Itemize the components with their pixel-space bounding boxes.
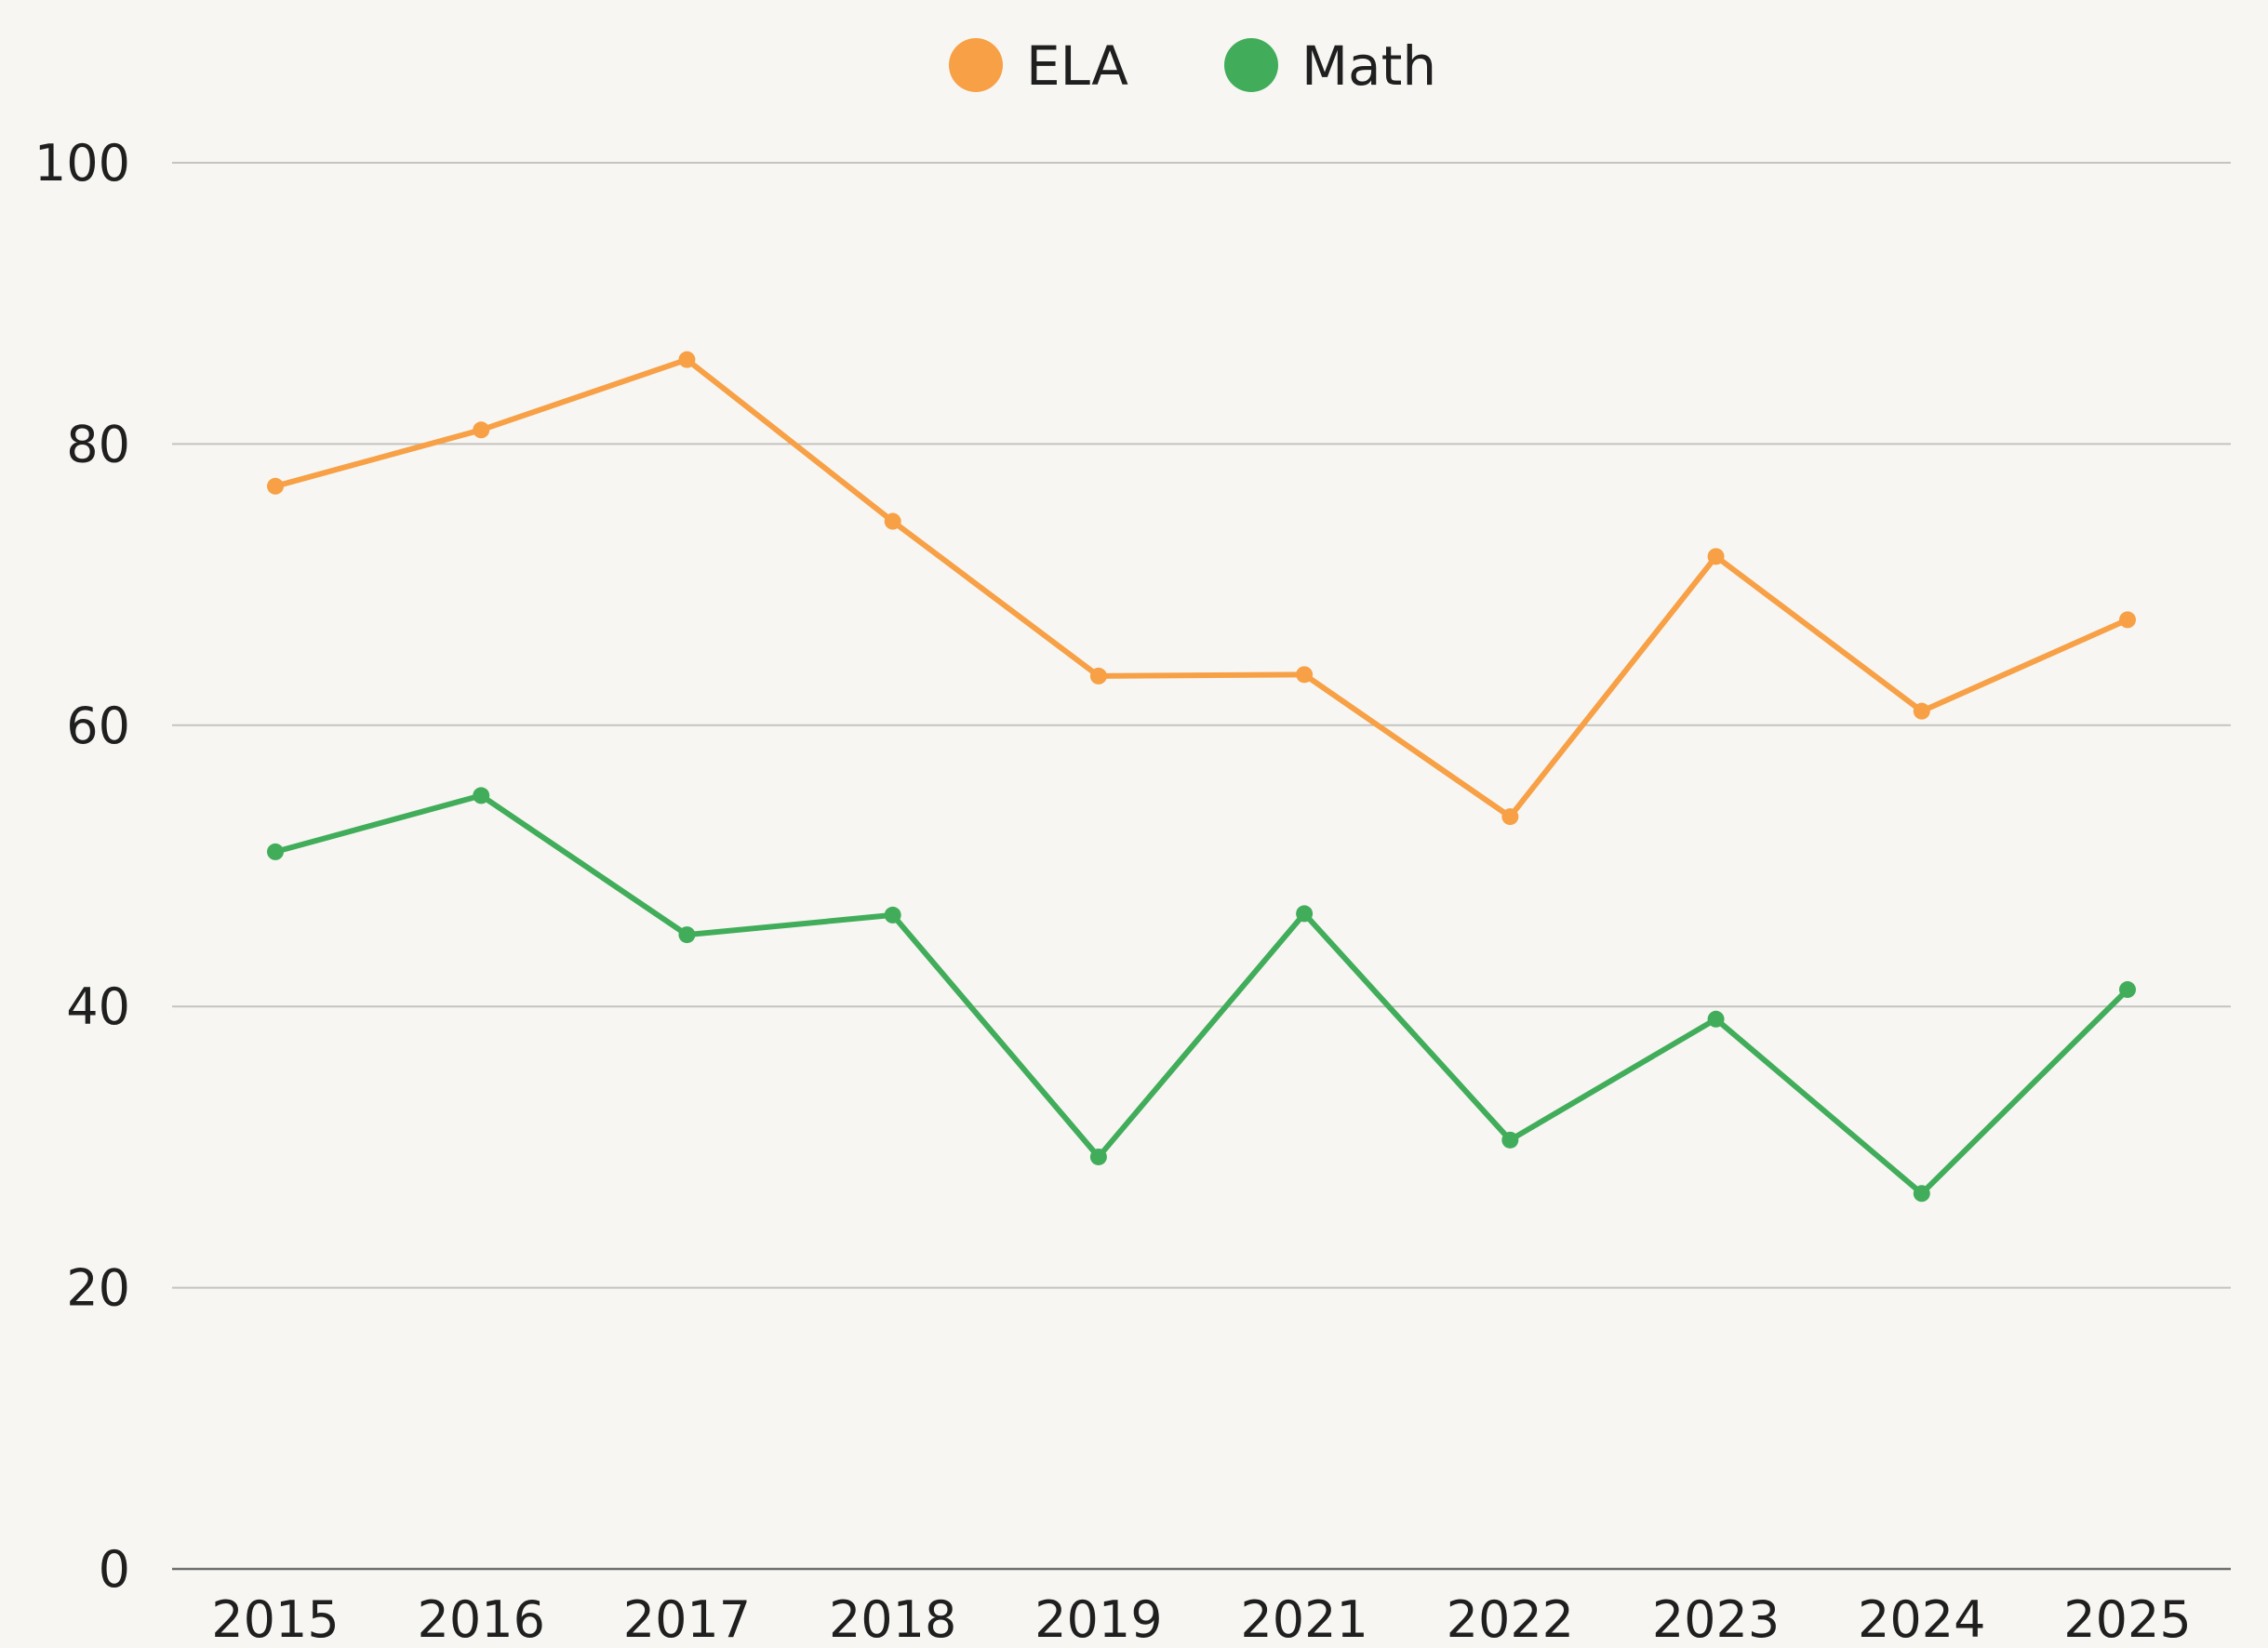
x-tick-label: 2016 <box>418 1590 545 1648</box>
data-point-ela <box>1089 667 1107 684</box>
x-tick-label: 2024 <box>1858 1590 1985 1648</box>
x-tick-label: 2023 <box>1652 1590 1780 1648</box>
data-point-math <box>1296 905 1314 923</box>
series-layer <box>267 351 2136 1203</box>
x-tick-label: 2015 <box>211 1590 339 1648</box>
x-tick-label: 2021 <box>1240 1590 1367 1648</box>
grid-layer <box>172 162 2231 1571</box>
legend-label: ELA <box>1026 34 1128 98</box>
data-point-math <box>1089 1148 1107 1165</box>
y-tick-label: 20 <box>66 1259 130 1318</box>
series-line-ela <box>273 356 2130 820</box>
data-point-ela <box>473 421 490 439</box>
legend-label: Math <box>1301 34 1436 98</box>
data-point-ela <box>2119 611 2136 629</box>
data-point-ela <box>1707 548 1725 565</box>
data-point-ela <box>884 512 901 530</box>
series-ela <box>267 351 2136 826</box>
legend-swatch <box>1224 38 1278 92</box>
x-tick-label: 2019 <box>1034 1590 1162 1648</box>
data-point-ela <box>1296 666 1314 684</box>
x-tick-label: 2022 <box>1447 1590 1574 1648</box>
y-tick-label: 80 <box>66 415 130 473</box>
data-point-math <box>473 787 490 804</box>
y-tick-label: 0 <box>99 1540 130 1599</box>
legend-swatch <box>949 38 1003 92</box>
data-point-math <box>267 843 284 860</box>
y-tick-label: 60 <box>66 697 130 755</box>
series-line-math <box>273 792 2130 1197</box>
legend-item-ela: ELA <box>949 34 1128 98</box>
data-point-math <box>1501 1131 1519 1149</box>
data-point-ela <box>267 477 284 495</box>
x-tick-label: 2025 <box>2063 1590 2191 1648</box>
data-point-ela <box>678 351 696 368</box>
data-point-math <box>2119 981 2136 999</box>
y-tick-label: 40 <box>66 977 130 1036</box>
legend-item-math: Math <box>1224 34 1436 98</box>
x-tick-label: 2018 <box>829 1590 956 1648</box>
axis-layer: 0 20 40 60 80 100 2015 2016 2017 2018 2019 2021 2022… <box>34 134 2192 1648</box>
legend: ELA Math <box>949 34 1436 98</box>
data-point-math <box>884 906 901 924</box>
data-point-math <box>1707 1010 1725 1028</box>
data-point-ela <box>1501 808 1519 826</box>
data-point-math <box>1913 1185 1930 1203</box>
data-point-ela <box>1913 702 1930 720</box>
x-tick-label: 2017 <box>623 1590 751 1648</box>
y-tick-label: 100 <box>34 134 130 193</box>
data-point-math <box>678 926 696 944</box>
series-math <box>267 787 2136 1203</box>
